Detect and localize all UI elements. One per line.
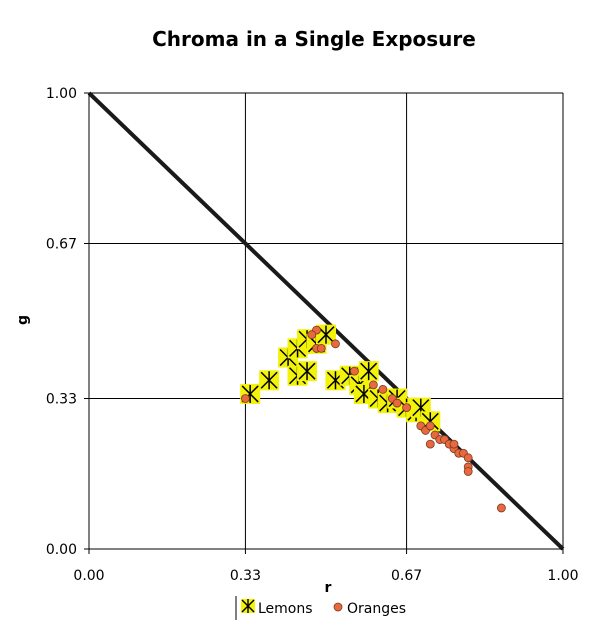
orange-point bbox=[350, 366, 359, 376]
grid-lines bbox=[89, 92, 564, 549]
x-tick-label: 0.33 bbox=[230, 568, 261, 584]
x-tick-labels: 0.00 0.33 0.67 1.00 bbox=[73, 568, 578, 584]
orange-point bbox=[496, 503, 506, 513]
axes bbox=[84, 92, 564, 554]
orange-point bbox=[307, 330, 317, 340]
orange-point bbox=[316, 343, 326, 353]
y-tick-labels: 0.00 0.33 0.67 1.00 bbox=[46, 86, 77, 558]
lemons-series bbox=[240, 324, 441, 432]
oranges-series bbox=[241, 325, 506, 513]
orange-point bbox=[449, 439, 459, 449]
legend-lemons-label: Lemons bbox=[258, 601, 313, 617]
lemon-point bbox=[358, 361, 379, 382]
orange-point bbox=[368, 380, 378, 390]
orange-point bbox=[378, 384, 388, 394]
orange-point bbox=[392, 398, 402, 408]
orange-point bbox=[463, 467, 473, 476]
lemon-point bbox=[297, 361, 318, 382]
legend-orange-glyph bbox=[333, 602, 343, 612]
orange-point bbox=[331, 339, 340, 349]
y-tick-label: 0.00 bbox=[46, 542, 77, 558]
x-axis-label: r bbox=[325, 580, 332, 596]
legend-lemons-marker bbox=[241, 599, 255, 613]
legend-oranges-marker bbox=[333, 602, 343, 612]
y-axis-label: g bbox=[15, 315, 31, 325]
legend-lemon-glyph bbox=[241, 599, 255, 613]
legend-oranges-label: Oranges bbox=[347, 601, 406, 617]
x-tick-label: 0.67 bbox=[391, 568, 422, 584]
legend: Lemons Oranges bbox=[235, 596, 406, 620]
y-tick-label: 1.00 bbox=[46, 86, 77, 102]
orange-point bbox=[402, 403, 411, 413]
orange-point bbox=[425, 421, 435, 431]
orange-point bbox=[241, 394, 250, 403]
x-tick-label: 1.00 bbox=[547, 568, 578, 584]
reference-line bbox=[87, 91, 565, 551]
y-tick-label: 0.33 bbox=[46, 392, 77, 408]
orange-point bbox=[425, 439, 435, 449]
orange-point bbox=[463, 453, 473, 463]
lemon-point bbox=[259, 370, 280, 391]
chart-title: Chroma in a Single Exposure bbox=[152, 27, 476, 51]
reference-line-layer bbox=[87, 91, 565, 551]
y-tick-label: 0.67 bbox=[46, 236, 77, 252]
x-tick-label: 0.00 bbox=[73, 568, 104, 584]
